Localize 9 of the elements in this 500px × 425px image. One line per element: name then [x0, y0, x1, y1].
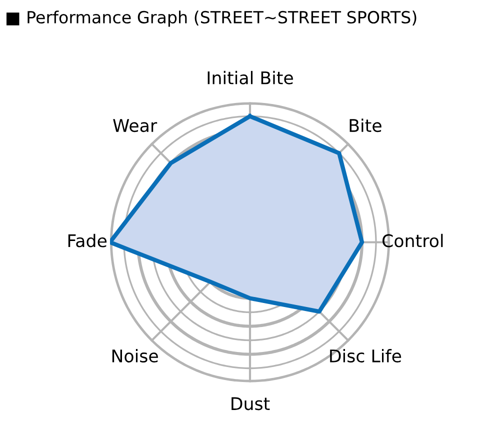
spoke-label: Bite — [350, 118, 382, 132]
chart-title: ■ Performance Graph (STREET~STREET SPORTS) — [6, 10, 416, 27]
spoke-label: Wear — [113, 119, 158, 132]
spoke-label: Control — [382, 234, 443, 248]
spoke-label: Disc Life — [330, 349, 402, 362]
spoke-label: Fade — [68, 234, 107, 248]
spoke-label: Noise — [112, 349, 158, 362]
spoke-label: Initial Bite — [208, 70, 293, 84]
spoke-label: Dust — [232, 397, 270, 410]
